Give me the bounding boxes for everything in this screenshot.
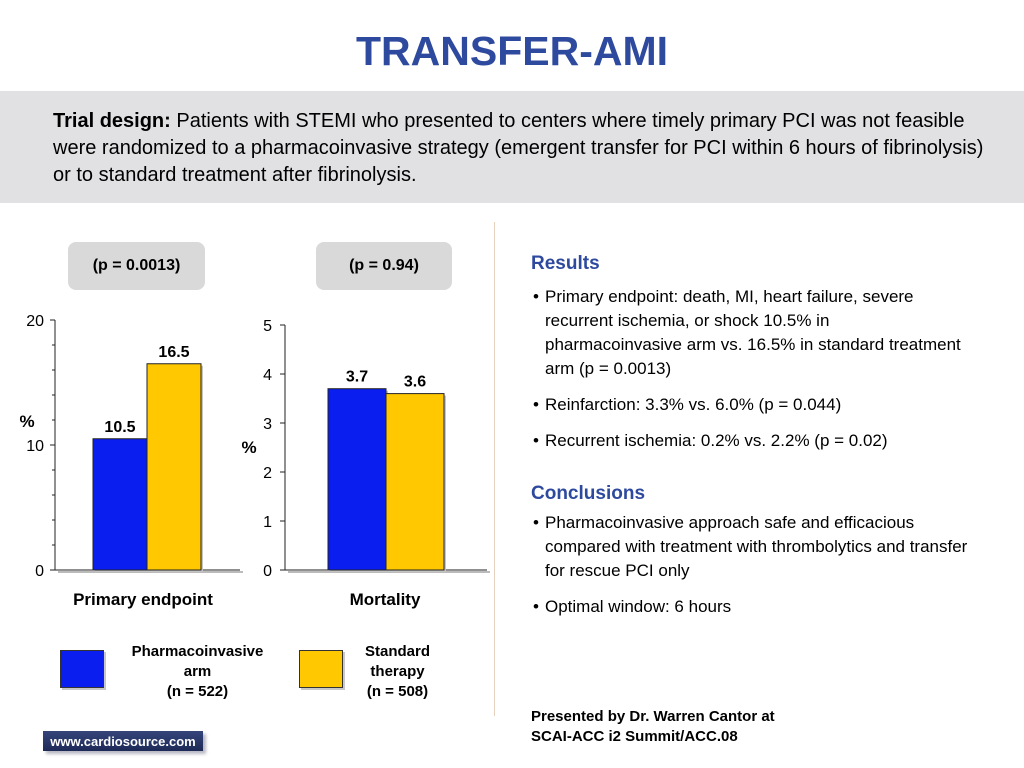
y-tick-label: 0 [263, 563, 272, 580]
legend-label-pharmacoinvasive: Pharmacoinvasive arm (n = 522) [131, 643, 264, 700]
bar-standard-therapy [146, 363, 202, 571]
trial-design-text: Trial design: Patients with STEMI who pr… [53, 108, 993, 189]
y-tick-label: 3 [263, 416, 272, 433]
legend-swatch-pharmacoinvasive [60, 650, 104, 688]
column-divider [494, 222, 495, 716]
conclusions-list: Pharmacoinvasive approach safe and effic… [531, 511, 971, 631]
y-tick-label: 2 [263, 465, 272, 482]
category-label-mortality: Mortality [349, 590, 421, 609]
results-list: Primary endpoint: death, MI, heart failu… [531, 285, 971, 465]
primary-endpoint-chart: 0 10 20% 10.5 16.5 [19, 313, 243, 580]
trial-design-body: Patients with STEMI who presented to cen… [53, 110, 984, 186]
presented-by: Presented by Dr. Warren Cantor at SCAI-A… [531, 708, 775, 745]
results-item: Recurrent ischemia: 0.2% vs. 2.2% (p = 0… [531, 429, 971, 453]
p-value-primary-endpoint: (p = 0.0013) [68, 242, 205, 290]
mortality-chart: 0 1 2 3 4 5% 3.7 3.6 [241, 318, 490, 580]
data-label: 10.5 [104, 419, 135, 436]
conclusions-heading: Conclusions [531, 483, 646, 504]
bar-pharmacoinvasive-arm [327, 388, 387, 571]
data-label: 16.5 [158, 344, 189, 361]
data-label: 3.6 [404, 374, 426, 391]
y-tick-label: 5 [263, 318, 272, 335]
y-tick-label: 20 [26, 313, 44, 330]
y-tick-label: 4 [263, 367, 272, 384]
bar-pharmacoinvasive-arm [92, 438, 148, 571]
y-tick-label: 0 [35, 563, 44, 580]
legend-swatch-standard [299, 650, 343, 688]
conclusions-item: Optimal window: 6 hours [531, 595, 971, 619]
legend-label-standard: Standard therapy (n = 508) [364, 643, 430, 700]
results-heading: Results [531, 253, 600, 274]
y-axis-label: % [19, 412, 34, 431]
trial-design-label: Trial design: [53, 110, 171, 132]
data-label: 3.7 [346, 369, 368, 386]
results-item: Primary endpoint: death, MI, heart failu… [531, 285, 971, 381]
bar-standard-therapy [385, 393, 445, 571]
y-axis-label: % [241, 438, 256, 457]
trial-design-panel [0, 91, 1024, 203]
conclusions-item: Pharmacoinvasive approach safe and effic… [531, 511, 971, 583]
slide-title: TRANSFER-AMI [355, 28, 669, 74]
category-label-primary-endpoint: Primary endpoint [73, 590, 213, 609]
y-tick-label: 1 [263, 514, 272, 531]
y-tick-label: 10 [26, 438, 44, 455]
cardiosource-logo[interactable]: www.cardiosource.com [43, 731, 203, 751]
results-item: Reinfarction: 3.3% vs. 6.0% (p = 0.044) [531, 393, 971, 417]
p-value-mortality: (p = 0.94) [316, 242, 452, 290]
